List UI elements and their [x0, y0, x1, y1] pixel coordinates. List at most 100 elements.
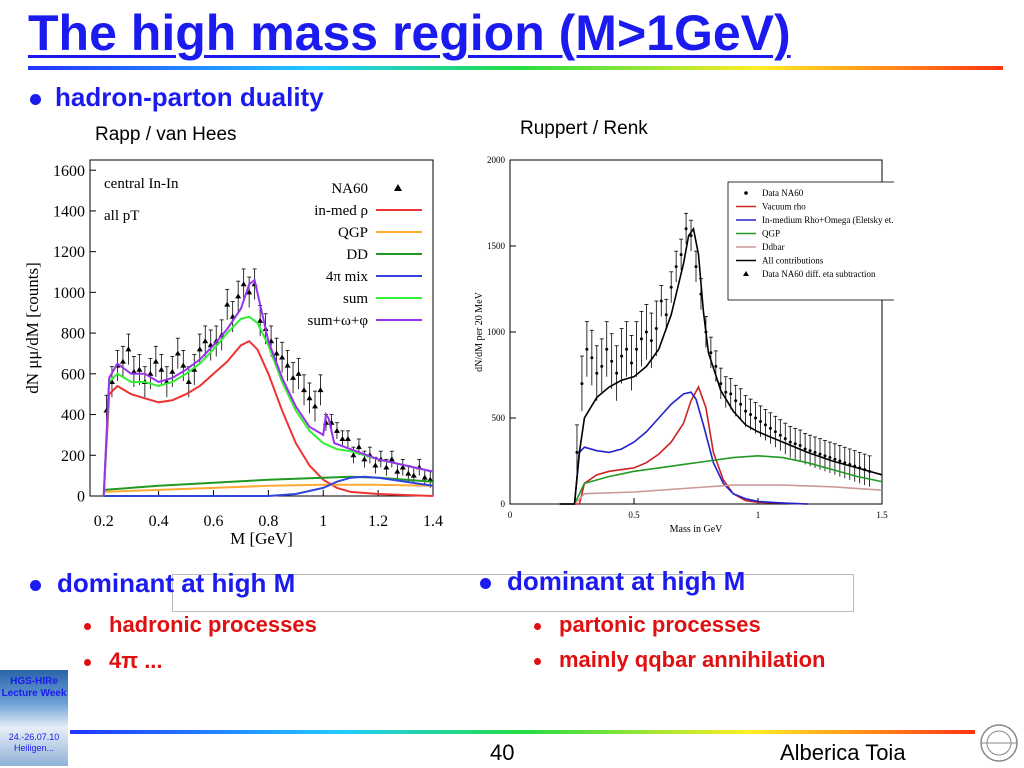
legend-label: In-medium Rho+Omega (Eletsky et. al): [762, 215, 894, 225]
title-rainbow-rule: [28, 66, 1003, 70]
data-point: [763, 423, 767, 427]
legend-marker: [743, 271, 749, 276]
data-point: [630, 361, 634, 365]
y-tick-label: 600: [61, 366, 85, 383]
data-point: [833, 457, 837, 461]
data-point: [783, 437, 787, 441]
legend-label: NA60: [331, 181, 368, 197]
data-point: [312, 403, 319, 409]
data-point: [649, 339, 653, 343]
data-point: [585, 347, 589, 351]
data-point: [709, 351, 713, 355]
right-sub-1-text: partonic processes: [559, 612, 761, 637]
data-point: [240, 281, 247, 287]
x-tick-label: 1: [756, 510, 761, 520]
data-point: [246, 289, 253, 295]
y-axis-label: dN/dM per 20 MeV: [474, 291, 485, 371]
data-point: [634, 347, 638, 351]
y-tick-label: 1000: [487, 327, 506, 337]
data-point: [739, 402, 743, 406]
x-tick-label: 0.2: [94, 513, 114, 530]
right-dominant-text: dominant at high M: [507, 566, 746, 596]
data-point: [729, 392, 733, 396]
x-tick-label: 0.8: [258, 513, 278, 530]
data-point: [664, 313, 668, 317]
sub-dot-icon: [84, 622, 91, 630]
bullet-dot-icon: [480, 577, 491, 589]
legend-box: [727, 181, 894, 301]
series-line: [102, 278, 434, 497]
footer-rainbow-rule: [70, 730, 975, 734]
data-point: [595, 371, 599, 375]
data-point: [224, 301, 231, 307]
legend-label: QGP: [762, 229, 780, 239]
legend-label: Ddbar: [762, 242, 785, 252]
x-tick-label: 1: [319, 513, 327, 530]
legend-label: All contributions: [762, 256, 824, 266]
legend-label: Vacuum rho: [762, 202, 806, 212]
data-point: [590, 356, 594, 360]
y-tick-label: 1200: [53, 244, 85, 261]
x-tick-label: 0.4: [149, 513, 169, 530]
data-point: [659, 299, 663, 303]
data-point: [808, 449, 812, 453]
data-point: [625, 347, 629, 351]
x-tick-label: 1.4: [423, 513, 443, 530]
ruppert-renk-chart: 0 0.5 1 1.5 0 500 1000 1500 2000 Mass in GeV dN/dM…: [474, 155, 894, 535]
data-point: [130, 368, 137, 374]
outline-box: [172, 574, 854, 612]
data-point: [372, 462, 379, 468]
data-point: [185, 378, 192, 384]
data-point: [694, 265, 698, 269]
legend-label: QGP: [338, 225, 368, 241]
data-point: [803, 447, 807, 451]
series-line: [103, 475, 434, 497]
data-point: [235, 293, 242, 299]
sub-dot-icon: [534, 657, 541, 665]
data-point: [202, 338, 209, 344]
data-point: [108, 378, 115, 384]
data-point: [333, 427, 340, 433]
data-point: [818, 452, 822, 456]
logo-text: HGS-HIRe Lecture Week: [1, 676, 67, 699]
data-point: [273, 350, 280, 356]
data-point: [758, 419, 762, 423]
data-point: [719, 382, 723, 386]
bullet-dot-icon: [30, 579, 41, 591]
y-tick-label: 2000: [487, 155, 506, 165]
data-point: [575, 450, 579, 454]
y-tick-label: 1400: [53, 204, 85, 221]
data-point: [679, 253, 683, 257]
data-point: [734, 399, 738, 403]
x-tick-label: 1.2: [368, 513, 388, 530]
data-point: [355, 444, 362, 450]
sub-dot-icon: [84, 658, 91, 666]
chart-annotation: all pT: [104, 208, 139, 224]
x-tick-label: 0.5: [628, 510, 640, 520]
y-tick-label: 1500: [487, 241, 506, 251]
legend-label: in-med ρ: [314, 203, 368, 219]
bullet-hadron-parton: hadron-parton duality: [30, 82, 324, 113]
y-tick-label: 400: [61, 407, 85, 424]
data-point: [410, 472, 417, 478]
cern-logo-icon: [980, 724, 1018, 762]
data-point: [306, 395, 313, 401]
rapp-van-hees-chart: 0.2 0.4 0.6 0.8 1 1.2 1.4 0 200 400 600 800 1000 1200…: [23, 159, 443, 548]
left-dominant-text: dominant at high M: [57, 568, 296, 598]
series-line: [559, 454, 883, 505]
data-point: [773, 430, 777, 434]
data-point: [394, 468, 401, 474]
data-point: [158, 366, 165, 372]
legend-label: 4π mix: [326, 269, 369, 285]
left-sub-2-text: 4π ...: [109, 648, 163, 673]
x-tick-label: 1.5: [876, 510, 888, 520]
data-point: [339, 435, 346, 441]
data-point: [724, 390, 728, 394]
data-point: [147, 370, 154, 376]
data-point: [405, 470, 412, 476]
y-tick-label: 200: [61, 448, 85, 465]
series-line: [559, 385, 808, 505]
data-point: [191, 366, 198, 372]
data-point: [744, 409, 748, 413]
series-line: [102, 315, 434, 497]
